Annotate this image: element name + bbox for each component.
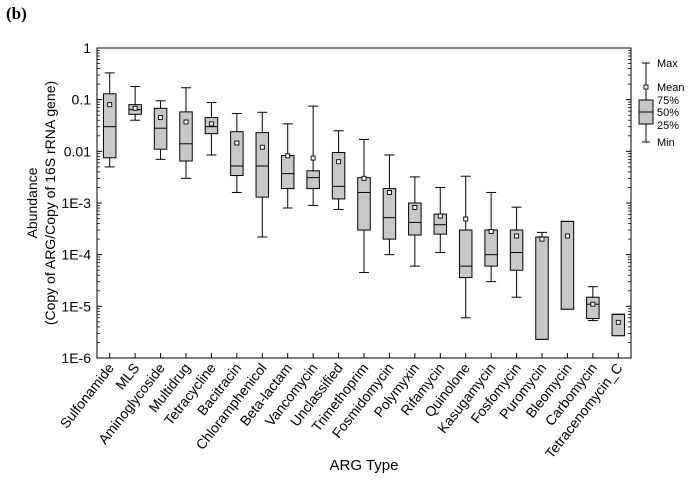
mean-marker (514, 233, 520, 239)
mean-marker (234, 140, 240, 146)
mean-marker (539, 236, 545, 242)
mean-marker (564, 233, 570, 239)
iqr-box (280, 155, 295, 190)
mean-marker (208, 121, 214, 127)
iqr-box (102, 93, 117, 159)
y-tick-label: 1 (83, 40, 91, 56)
y-tick-label: 1E-4 (61, 247, 91, 263)
mean-marker (412, 205, 418, 210)
legend-label-q3: 75% (657, 95, 679, 107)
iqr-box (535, 236, 549, 340)
iqr-box (331, 151, 346, 200)
x-axis-label: ARG Type (330, 457, 399, 474)
mean-marker (361, 175, 367, 181)
mean-marker (488, 229, 494, 235)
iqr-box (179, 111, 193, 162)
legend-mean-marker (643, 84, 649, 90)
iqr-box (382, 188, 397, 240)
y-axis-label-line2: (Copy of ARG/Copy of 16S rRNA gene) (42, 81, 58, 325)
mean-marker (132, 105, 138, 111)
y-axis-label-line1: Abundance (24, 167, 40, 238)
legend-label-mean: Mean (657, 82, 685, 94)
iqr-box (484, 229, 498, 267)
y-tick-label: 0.1 (72, 92, 92, 108)
mean-marker (463, 216, 469, 222)
iqr-box (509, 229, 524, 271)
iqr-box (458, 229, 473, 279)
iqr-box (586, 296, 600, 320)
mean-marker (615, 319, 621, 325)
y-tick-label: 1E-5 (61, 298, 91, 314)
y-tick-label: 0.01 (64, 143, 91, 159)
mean-marker (285, 153, 291, 159)
mean-marker (590, 301, 596, 307)
mean-marker (310, 155, 316, 161)
iqr-box (611, 313, 626, 337)
legend-label-max: Max (657, 58, 678, 70)
mean-marker (386, 190, 392, 195)
mean-marker (437, 213, 443, 219)
iqr-box (230, 131, 244, 177)
mean-marker (183, 119, 189, 125)
mean-marker (336, 159, 342, 165)
mean-marker (107, 102, 113, 108)
y-tick-label: 1E-3 (61, 195, 91, 211)
legend-label-median: 50% (657, 107, 679, 119)
mean-marker (158, 115, 164, 121)
iqr-box (357, 177, 371, 231)
iqr-box (306, 170, 320, 190)
iqr-box (153, 107, 168, 150)
legend-label-q1: 25% (657, 120, 679, 132)
legend-label-min: Min (657, 137, 675, 149)
panel-label: (b) (6, 4, 27, 23)
mean-marker (259, 144, 265, 150)
iqr-box (255, 132, 270, 198)
iqr-box (408, 202, 422, 236)
y-tick-label: 1E-6 (61, 350, 91, 366)
